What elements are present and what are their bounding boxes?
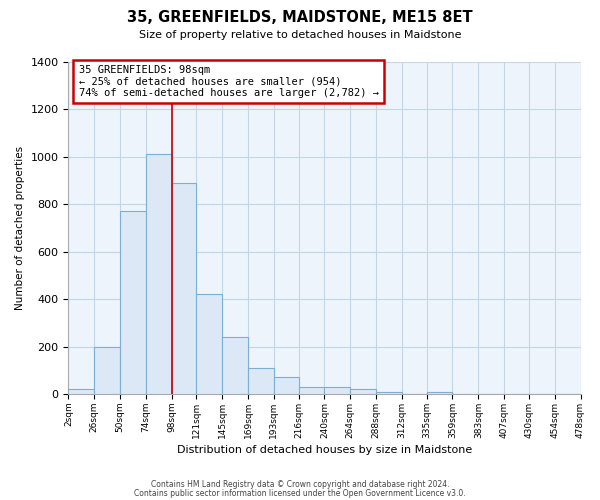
Text: 35, GREENFIELDS, MAIDSTONE, ME15 8ET: 35, GREENFIELDS, MAIDSTONE, ME15 8ET (127, 10, 473, 25)
Bar (146, 154, 172, 394)
Bar (68, 390, 94, 394)
Bar (222, 337, 248, 394)
X-axis label: Distribution of detached houses by size in Maidstone: Distribution of detached houses by size … (177, 445, 472, 455)
Text: Contains HM Land Registry data © Crown copyright and database right 2024.: Contains HM Land Registry data © Crown c… (151, 480, 449, 489)
Bar (248, 368, 274, 394)
Bar (427, 392, 452, 394)
Text: Size of property relative to detached houses in Maidstone: Size of property relative to detached ho… (139, 30, 461, 40)
Bar (350, 390, 376, 394)
Bar (172, 182, 196, 394)
Text: Contains public sector information licensed under the Open Government Licence v3: Contains public sector information licen… (134, 488, 466, 498)
Bar (274, 378, 299, 394)
Bar (376, 392, 402, 394)
Y-axis label: Number of detached properties: Number of detached properties (15, 146, 25, 310)
Bar (94, 346, 120, 394)
Bar (299, 387, 325, 394)
Bar (120, 211, 146, 394)
Text: 35 GREENFIELDS: 98sqm
← 25% of detached houses are smaller (954)
74% of semi-det: 35 GREENFIELDS: 98sqm ← 25% of detached … (79, 65, 379, 98)
Bar (325, 387, 350, 394)
Bar (196, 294, 222, 394)
